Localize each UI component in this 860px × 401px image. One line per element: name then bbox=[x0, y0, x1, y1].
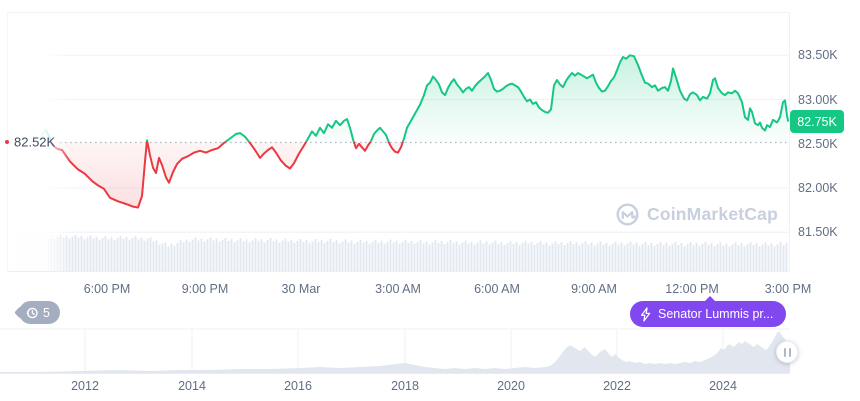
minimap-year-label: 2022 bbox=[603, 378, 631, 393]
coinmarketcap-watermark: CoinMarketCap bbox=[616, 201, 778, 227]
x-axis-label: 12:00 PM bbox=[665, 281, 719, 296]
coinmarketcap-logo-icon bbox=[616, 202, 639, 226]
price-area-fills bbox=[40, 55, 788, 208]
handle-grip bbox=[783, 347, 786, 357]
handle-grip bbox=[788, 347, 791, 357]
history-events-badge[interactable]: 5 bbox=[19, 301, 60, 324]
x-axis-label: 6:00 PM bbox=[83, 281, 131, 296]
left-fade-overlay bbox=[7, 13, 72, 271]
x-axis-label: 9:00 AM bbox=[571, 281, 617, 296]
y-axis-label: 83.00K bbox=[798, 92, 838, 107]
watermark-text: CoinMarketCap bbox=[647, 203, 778, 224]
minimap-year-label: 2018 bbox=[391, 378, 419, 393]
minimap-year-label: 2024 bbox=[709, 378, 737, 393]
baseline-price-label: 82.52K bbox=[14, 134, 56, 150]
minimap-history-silhouette bbox=[0, 331, 790, 374]
minimap-year-label: 2020 bbox=[497, 378, 525, 393]
baseline-marker-dot bbox=[5, 140, 9, 144]
x-axis-label: 6:00 AM bbox=[474, 281, 520, 296]
volume-bars bbox=[8, 233, 788, 272]
minimap-year-label: 2012 bbox=[71, 378, 99, 393]
x-axis-label: 3:00 AM bbox=[375, 281, 421, 296]
y-axis-label: 83.50K bbox=[798, 48, 838, 63]
minimap-year-label: 2014 bbox=[178, 378, 206, 393]
lightning-icon bbox=[640, 306, 651, 322]
history-clock-icon bbox=[26, 307, 38, 318]
event-label: Senator Lummis pr... bbox=[658, 307, 774, 321]
news-event-badge[interactable]: Senator Lummis pr... bbox=[630, 296, 787, 327]
x-axis-label: 3:00 PM bbox=[764, 281, 812, 296]
history-count: 5 bbox=[43, 305, 50, 320]
y-axis-label: 82.50K bbox=[798, 136, 838, 151]
minimap-area[interactable] bbox=[0, 328, 790, 374]
price-line bbox=[39, 54, 789, 209]
x-axis-label: 9:00 PM bbox=[181, 281, 229, 296]
y-axis-label: 81.50K bbox=[798, 225, 838, 240]
x-axis-label: 30 Mar bbox=[281, 281, 321, 296]
y-axis-label: 82.00K bbox=[798, 180, 838, 195]
minimap-year-label: 2016 bbox=[284, 378, 312, 393]
last-price-badge: 82.75K bbox=[790, 110, 844, 133]
minimap-drag-handle[interactable] bbox=[776, 341, 798, 363]
